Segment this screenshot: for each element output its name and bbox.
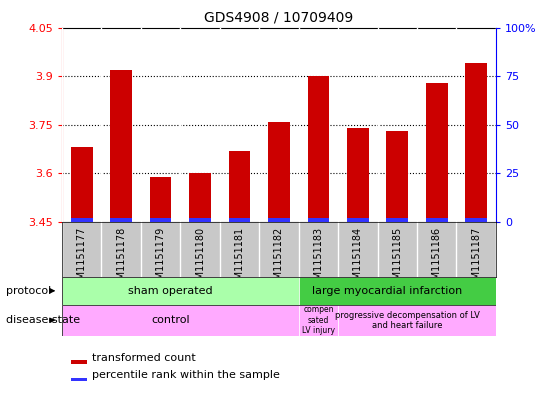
Text: GSM1151177: GSM1151177: [77, 226, 87, 292]
Bar: [386, 218, 408, 222]
Text: GSM1151180: GSM1151180: [195, 226, 205, 292]
Text: GSM1151183: GSM1151183: [313, 226, 323, 292]
Text: GSM1151187: GSM1151187: [471, 226, 481, 292]
Bar: [426, 83, 447, 222]
Bar: [465, 63, 487, 222]
Bar: [338, 305, 496, 336]
Text: GSM1151178: GSM1151178: [116, 226, 126, 292]
Text: sham operated: sham operated: [128, 286, 213, 296]
Bar: [229, 151, 250, 222]
Title: GDS4908 / 10709409: GDS4908 / 10709409: [204, 11, 354, 25]
Bar: [308, 218, 329, 222]
Text: GSM1151179: GSM1151179: [156, 226, 165, 292]
Bar: [71, 360, 87, 364]
Text: protocol: protocol: [6, 286, 52, 296]
Text: percentile rank within the sample: percentile rank within the sample: [92, 370, 280, 380]
Bar: [426, 218, 447, 222]
Bar: [299, 305, 338, 336]
Bar: [347, 128, 369, 222]
Text: GSM1151184: GSM1151184: [353, 226, 363, 292]
Bar: [189, 218, 211, 222]
Text: GSM1151186: GSM1151186: [432, 226, 442, 292]
Text: progressive decompensation of LV
and heart failure: progressive decompensation of LV and hea…: [335, 310, 480, 330]
Text: GSM1151182: GSM1151182: [274, 226, 284, 292]
Bar: [110, 70, 132, 222]
Bar: [189, 173, 211, 222]
Bar: [62, 277, 299, 305]
Text: GSM1151185: GSM1151185: [392, 226, 402, 292]
Bar: [71, 378, 87, 381]
Bar: [465, 218, 487, 222]
Text: GSM1151181: GSM1151181: [234, 226, 245, 292]
Bar: [150, 218, 171, 222]
Bar: [268, 121, 290, 222]
Bar: [299, 277, 496, 305]
Text: control: control: [151, 315, 190, 325]
Text: disease state: disease state: [6, 315, 81, 325]
Text: transformed count: transformed count: [92, 353, 196, 363]
Bar: [386, 131, 408, 222]
Bar: [71, 147, 93, 222]
Text: large myocardial infarction: large myocardial infarction: [312, 286, 462, 296]
Bar: [71, 218, 93, 222]
Bar: [62, 305, 299, 336]
Bar: [110, 218, 132, 222]
Bar: [150, 177, 171, 222]
Text: compen
sated
LV injury: compen sated LV injury: [302, 305, 335, 335]
Bar: [268, 218, 290, 222]
Bar: [308, 76, 329, 222]
Bar: [347, 218, 369, 222]
Bar: [229, 218, 250, 222]
